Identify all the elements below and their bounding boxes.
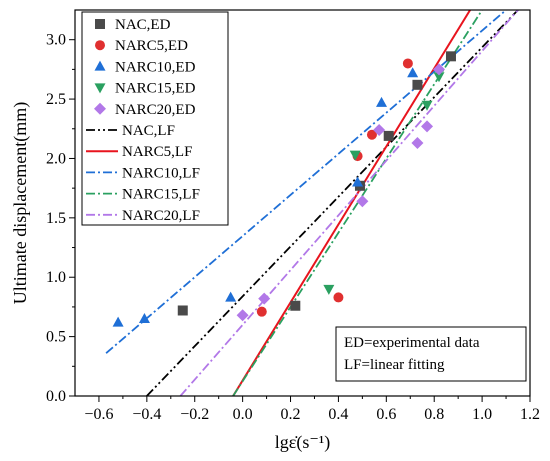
annotation-frame <box>335 326 527 382</box>
plot-marks <box>105 10 519 396</box>
x-tick-label: 0.4 <box>328 406 348 423</box>
data-point-4-5 <box>421 120 434 133</box>
legend-marker <box>94 83 106 94</box>
x-axis: −0.6 −0.4 −0.2 0.0 0.2 0.4 0.6 0.8 1.0 1.2 <box>84 396 540 423</box>
y-tick-label: 3.0 <box>46 32 66 49</box>
data-point-1-4 <box>402 58 413 69</box>
data-point-0-3 <box>383 130 394 141</box>
legend-marker <box>94 102 106 115</box>
legend-box <box>81 11 229 226</box>
legend-label: NARC10,ED <box>115 59 196 75</box>
x-tick-label: −0.6 <box>84 406 113 423</box>
legend-label: NAC,ED <box>115 17 171 33</box>
annotation-text: LF=linear fitting <box>344 357 445 373</box>
y-tick-label: 0.0 <box>46 388 66 405</box>
data-point-1-3 <box>366 129 377 140</box>
legend-marker <box>94 60 106 71</box>
y-axis-title: Ultimate displacement(mm) <box>10 102 31 304</box>
x-tick-label: 0.6 <box>376 406 396 423</box>
y-axis: 0.0 0.5 1.0 1.5 2.0 2.5 3.0 <box>46 32 75 405</box>
x-tick-label: 0.0 <box>233 406 253 423</box>
y-tick-label: 2.0 <box>46 150 66 167</box>
data-point-3-1 <box>349 150 361 161</box>
y-tick-label: 2.5 <box>46 91 66 108</box>
data-point-4-1 <box>258 292 271 305</box>
x-tick-label: 1.0 <box>472 406 492 423</box>
y-tick-label: 1.0 <box>46 269 66 286</box>
legend-label: NARC15,LF <box>122 187 200 203</box>
legend-label: NARC20,ED <box>115 102 196 118</box>
data-point-4-4 <box>411 137 424 150</box>
y-tick-label: 0.5 <box>46 329 66 346</box>
data-point-3-0 <box>323 284 335 295</box>
data-point-1-1 <box>333 292 344 303</box>
data-point-3-3 <box>433 72 445 83</box>
x-tick-label: 0.8 <box>424 406 444 423</box>
legend-label: NAC,LF <box>122 123 175 139</box>
data-point-4-6 <box>433 63 445 76</box>
data-point-2-2 <box>225 291 237 302</box>
data-point-2-4 <box>376 96 388 107</box>
fit-line-4 <box>179 10 519 396</box>
data-point-0-0 <box>177 305 188 316</box>
data-point-4-3 <box>373 123 386 136</box>
plot-frame <box>74 9 531 397</box>
data-point-0-4 <box>412 79 423 90</box>
legend: NAC,ED NARC5,ED NARC10,ED NARC15,ED NARC20,E… <box>81 11 229 226</box>
fit-line-0 <box>146 10 519 396</box>
data-point-2-0 <box>112 316 124 327</box>
x-axis-title: lgε̇(s⁻¹) <box>275 432 330 453</box>
annotation-box: ED=experimental data LF=linear fitting <box>335 326 527 382</box>
data-point-2-3 <box>352 176 364 187</box>
legend-label: NARC10,LF <box>122 165 200 181</box>
data-point-4-0 <box>236 309 249 322</box>
data-point-0-1 <box>290 300 301 311</box>
data-point-0-5 <box>445 51 456 62</box>
legend-label: NARC15,ED <box>115 81 196 97</box>
legend-label: NARC5,ED <box>115 38 188 54</box>
data-point-1-0 <box>256 306 267 317</box>
data-point-4-2 <box>356 195 369 208</box>
annotation-text: ED=experimental data <box>344 335 480 351</box>
x-tick-label: 1.2 <box>520 406 540 423</box>
x-tick-label: −0.2 <box>180 406 209 423</box>
data-point-3-2 <box>421 100 433 111</box>
legend-label: NARC20,LF <box>122 208 200 224</box>
y-tick-label: 1.5 <box>46 210 66 227</box>
data-point-2-1 <box>138 313 150 324</box>
x-tick-label: 0.2 <box>281 406 301 423</box>
data-point-2-5 <box>407 67 419 78</box>
legend-marker <box>95 19 105 29</box>
fit-line-2 <box>105 10 507 354</box>
legend-marker <box>95 40 105 51</box>
x-tick-label: −0.4 <box>132 406 161 423</box>
legend-label: NARC5,LF <box>122 144 192 160</box>
